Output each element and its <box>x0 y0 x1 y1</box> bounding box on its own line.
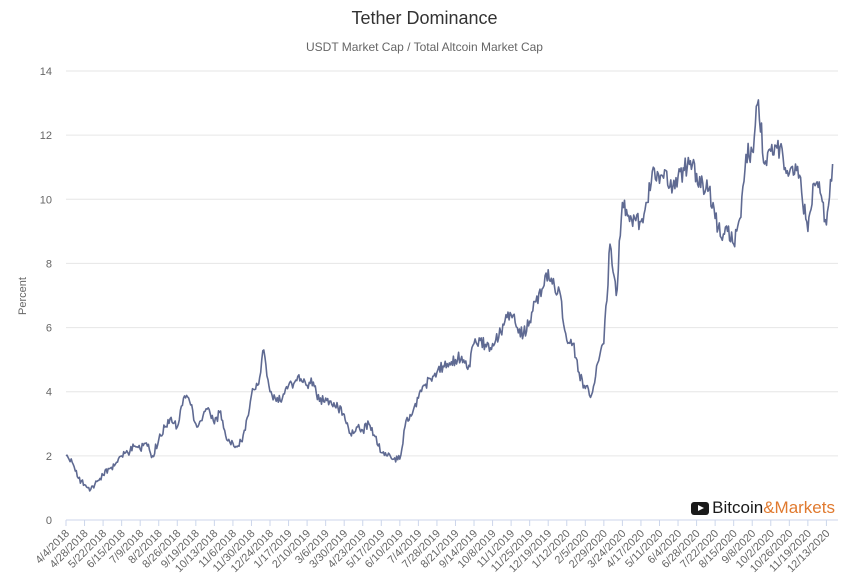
chart-title: Tether Dominance <box>351 8 498 28</box>
series-line-tether-dominance <box>65 99 834 492</box>
y-tick-label: 6 <box>46 323 52 335</box>
y-axis-label: Percent <box>17 277 29 315</box>
chart-subtitle: USDT Market Cap / Total Altcoin Market C… <box>306 40 543 54</box>
y-tick-label: 10 <box>40 194 52 206</box>
y-tick-label: 4 <box>46 387 52 399</box>
youtube-play-icon <box>691 501 710 515</box>
y-tick-label: 2 <box>46 451 52 463</box>
logo-text-ampersand: & <box>763 498 775 517</box>
series-layer <box>65 99 834 492</box>
y-tick-label: 12 <box>40 130 52 142</box>
y-tick-label: 14 <box>40 66 52 78</box>
logo-text-bitcoin: Bitcoin <box>712 498 764 517</box>
grid-lines <box>66 70 838 521</box>
y-axis-ticks: 0 2 4 6 8 10 12 14 <box>40 66 52 527</box>
y-tick-label: 8 <box>46 258 52 270</box>
y-tick-label: 0 <box>46 515 52 527</box>
logo-text-markets: Markets <box>774 498 835 517</box>
x-axis-ticks: 4/4/20184/28/20185/22/20186/15/20187/9/2… <box>33 520 833 575</box>
bitcoin-and-markets-logo: Bitcoin & Markets <box>691 498 835 518</box>
